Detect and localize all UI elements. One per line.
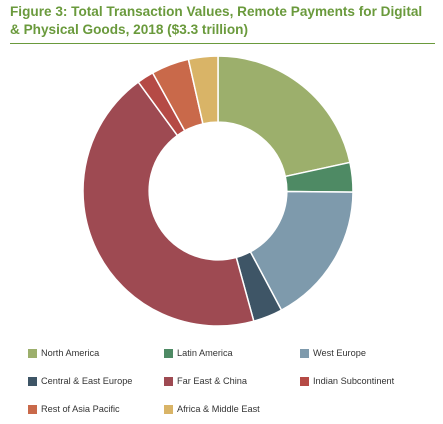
legend-label: North America bbox=[41, 348, 100, 358]
legend-swatch bbox=[164, 348, 173, 358]
legend-label: Latin America bbox=[177, 348, 233, 358]
legend-swatch bbox=[300, 376, 309, 386]
legend-item-far-east-china: Far East & China bbox=[164, 376, 247, 386]
legend-swatch bbox=[164, 404, 173, 414]
legend-swatch bbox=[28, 348, 37, 358]
legend-label: Central & East Europe bbox=[41, 376, 133, 386]
slice-africa-middle-east bbox=[187, 55, 219, 125]
legend-label: Far East & China bbox=[177, 376, 247, 386]
slice-far-east-china bbox=[82, 80, 255, 327]
donut-chart bbox=[82, 55, 354, 327]
legend-item-north-america: North America bbox=[28, 348, 99, 358]
legend-label: Africa & Middle East bbox=[177, 404, 260, 414]
legend-swatch bbox=[164, 376, 173, 386]
chart-title: Figure 3: Total Transaction Values, Remo… bbox=[10, 4, 423, 37]
legend-swatch bbox=[28, 376, 37, 386]
legend-label: Indian Subcontinent bbox=[313, 376, 395, 386]
legend-item-central-east-europe: Central & East Europe bbox=[28, 376, 132, 386]
legend-item-west-europe: West Europe bbox=[300, 348, 366, 358]
legend-item-africa-middle-east: Africa & Middle East bbox=[164, 404, 260, 414]
title-divider bbox=[10, 43, 435, 44]
slice-north-america bbox=[217, 55, 351, 178]
legend-item-rest-of-asia-pacific: Rest of Asia Pacific bbox=[28, 404, 120, 414]
legend-label: West Europe bbox=[313, 348, 366, 358]
legend-swatch bbox=[300, 348, 309, 358]
legend-item-indian-subcontinent: Indian Subcontinent bbox=[300, 376, 394, 386]
legend-item-latin-america: Latin America bbox=[164, 348, 233, 358]
legend-swatch bbox=[28, 404, 37, 414]
legend-label: Rest of Asia Pacific bbox=[41, 404, 120, 414]
